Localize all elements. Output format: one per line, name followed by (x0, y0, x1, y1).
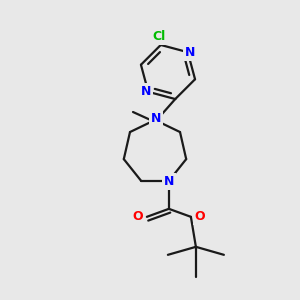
Text: O: O (195, 210, 205, 223)
Text: N: N (151, 112, 161, 124)
Text: O: O (133, 210, 143, 223)
Text: Cl: Cl (152, 31, 165, 44)
Text: N: N (164, 175, 174, 188)
Text: N: N (184, 46, 195, 59)
Text: N: N (141, 85, 152, 98)
